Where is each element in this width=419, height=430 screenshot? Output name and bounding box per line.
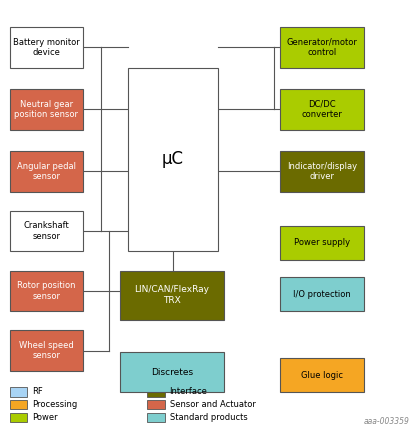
Text: Crankshaft
sensor: Crankshaft sensor: [23, 221, 69, 241]
FancyBboxPatch shape: [280, 358, 364, 392]
FancyBboxPatch shape: [10, 413, 27, 422]
Text: RF: RF: [32, 387, 43, 396]
FancyBboxPatch shape: [147, 400, 165, 409]
Text: Angular pedal
sensor: Angular pedal sensor: [17, 162, 76, 181]
Text: Power supply: Power supply: [294, 238, 350, 247]
FancyBboxPatch shape: [128, 68, 218, 251]
FancyBboxPatch shape: [147, 413, 165, 422]
FancyBboxPatch shape: [120, 352, 224, 392]
FancyBboxPatch shape: [10, 330, 83, 371]
FancyBboxPatch shape: [147, 387, 165, 396]
FancyBboxPatch shape: [280, 89, 364, 129]
Text: μC: μC: [162, 150, 184, 169]
FancyBboxPatch shape: [120, 270, 224, 319]
FancyBboxPatch shape: [10, 387, 27, 396]
FancyBboxPatch shape: [280, 27, 364, 68]
Text: Power: Power: [32, 413, 58, 422]
FancyBboxPatch shape: [10, 89, 83, 129]
Text: I/O protection: I/O protection: [293, 289, 351, 298]
Text: Glue logic: Glue logic: [301, 371, 343, 380]
Text: Wheel speed
sensor: Wheel speed sensor: [19, 341, 73, 360]
FancyBboxPatch shape: [280, 226, 364, 260]
Text: Rotor position
sensor: Rotor position sensor: [17, 281, 75, 301]
Text: Battery monitor
device: Battery monitor device: [13, 37, 80, 57]
Text: Standard products: Standard products: [170, 413, 247, 422]
Text: Neutral gear
position sensor: Neutral gear position sensor: [14, 100, 78, 119]
FancyBboxPatch shape: [10, 151, 83, 191]
FancyBboxPatch shape: [10, 270, 83, 311]
Text: DC/DC
converter: DC/DC converter: [301, 100, 342, 119]
FancyBboxPatch shape: [10, 211, 83, 251]
Text: aaa-003359: aaa-003359: [363, 418, 409, 427]
Text: Processing: Processing: [32, 400, 78, 409]
Text: Sensor and Actuator: Sensor and Actuator: [170, 400, 256, 409]
FancyBboxPatch shape: [10, 27, 83, 68]
FancyBboxPatch shape: [280, 277, 364, 311]
FancyBboxPatch shape: [10, 400, 27, 409]
Text: Indicator/display
driver: Indicator/display driver: [287, 162, 357, 181]
Text: Generator/motor
control: Generator/motor control: [287, 37, 357, 57]
Text: Interface: Interface: [170, 387, 207, 396]
Text: Discretes: Discretes: [151, 368, 193, 377]
FancyBboxPatch shape: [280, 151, 364, 191]
Text: LIN/CAN/FlexRay
TRX: LIN/CAN/FlexRay TRX: [134, 286, 210, 305]
